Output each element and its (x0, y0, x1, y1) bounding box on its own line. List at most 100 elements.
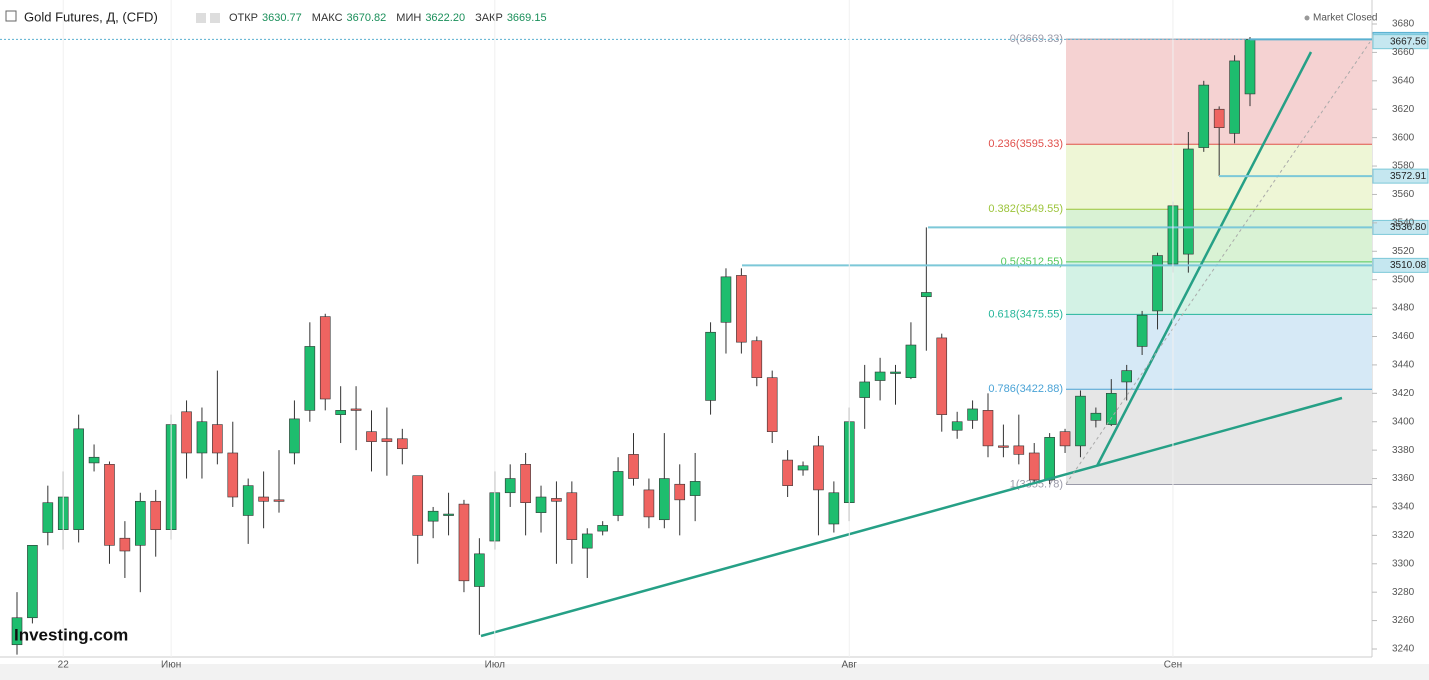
y-tick-label: 3380 (1392, 445, 1415, 456)
price-tag-box (1372, 257, 1429, 273)
candle-body (921, 292, 932, 298)
trend-line (1095, 51, 1313, 467)
candle-body (535, 496, 547, 513)
candle-body (1028, 452, 1040, 481)
collapse-icon[interactable] (5, 10, 17, 22)
ohlc-value: 3622.20 (425, 12, 465, 24)
candle-body (597, 525, 608, 532)
candle-body (674, 483, 686, 501)
candle-body (273, 499, 285, 502)
y-tick-label: 3420 (1392, 388, 1415, 399)
price-tag-label: 3572.91 (1390, 171, 1427, 182)
fib-label: 0.382(3549.55) (988, 203, 1063, 215)
price-tag-label: 3536.80 (1390, 222, 1427, 233)
y-tick-label: 3240 (1392, 644, 1415, 655)
candle-body (1136, 314, 1148, 347)
candle-body (119, 537, 131, 552)
candle-body (1213, 108, 1225, 128)
candle-body (766, 377, 778, 432)
candle-body (350, 408, 362, 411)
candle-body (1229, 60, 1240, 134)
x-tick-label: 22 (58, 660, 70, 671)
candle-body (797, 465, 809, 471)
candle-body (612, 471, 624, 516)
price-tag-box (1372, 168, 1429, 184)
x-tick-label: Июл (485, 660, 505, 671)
candle-body (1198, 84, 1210, 148)
candle-body (936, 337, 948, 415)
candle-body (982, 410, 994, 447)
candle-body (1059, 431, 1071, 447)
ohlc-header: ОТКР 3630.77 МАКС 3670.82 МИН 3622.20 ЗАКР 3669… (229, 12, 547, 24)
candle-body (890, 371, 901, 374)
watermark: Investing.com (14, 625, 128, 644)
candle-body (397, 438, 408, 450)
fib-zone (1066, 209, 1372, 262)
candle-body (551, 498, 562, 502)
y-tick-label: 3280 (1392, 587, 1415, 598)
candle-body (813, 445, 824, 491)
y-tick-label: 3480 (1392, 303, 1415, 314)
y-tick-label: 3580 (1392, 161, 1415, 172)
fib-label: 0.618(3475.55) (988, 308, 1063, 320)
candle-body (412, 475, 424, 536)
candle-body (1013, 445, 1025, 455)
candle-body (427, 510, 439, 522)
status-dot (1304, 15, 1310, 21)
candle-body (11, 617, 23, 646)
candle-body (443, 513, 454, 516)
x-tick-label: Авг (841, 660, 857, 671)
y-tick-label: 3260 (1392, 615, 1415, 626)
y-tick-label: 3620 (1392, 104, 1415, 115)
trend-line (480, 396, 1343, 638)
y-tick-label: 3540 (1392, 218, 1415, 229)
candle-body (751, 340, 763, 378)
candle-body (705, 331, 716, 401)
fib-zone (1066, 314, 1372, 390)
candle-body (628, 454, 639, 479)
market-status: Market Closed (1313, 13, 1377, 24)
candle-body (951, 421, 963, 431)
candle-body (1121, 370, 1132, 383)
candle-body (289, 418, 300, 454)
ohlc-key: МИН (396, 12, 421, 24)
price-tag-box (1372, 219, 1429, 235)
candle-body (659, 478, 670, 521)
candle-body (643, 489, 655, 518)
candle-body (1075, 395, 1086, 447)
candle-body (1183, 148, 1194, 255)
fib-label: 0.786(3422.88) (988, 383, 1063, 395)
candle-body (242, 485, 254, 516)
y-tick-label: 3560 (1392, 189, 1415, 200)
price-tag-box (1372, 34, 1429, 50)
icon[interactable] (210, 13, 220, 23)
y-tick-label: 3500 (1392, 274, 1415, 285)
candle-body (859, 381, 870, 398)
candle-body (319, 316, 331, 400)
bottom-bar (0, 664, 1429, 680)
candle-body (1044, 437, 1055, 481)
y-tick-label: 3340 (1392, 502, 1415, 513)
candle-body (520, 464, 531, 503)
candle-body (381, 438, 393, 442)
ohlc-key: ЗАКР (475, 12, 503, 24)
y-tick-label: 3680 (1392, 19, 1415, 30)
candle-body (566, 492, 578, 540)
candle-body (1105, 393, 1117, 425)
price-tag-label: 3667.56 (1390, 36, 1427, 47)
candle-body (736, 275, 747, 343)
candle-body (1090, 412, 1102, 421)
candle-body (874, 371, 886, 381)
candle-body (1152, 255, 1163, 312)
y-tick-label: 3440 (1392, 360, 1415, 371)
candle-body (1244, 39, 1256, 95)
fib-zone (1066, 261, 1372, 315)
fib-group: 0(3669.33)0.236(3595.33)0.382(3549.55)0.… (988, 33, 1372, 490)
candle-body (967, 408, 978, 421)
ohlc-value: 3669.15 (507, 12, 547, 24)
y-tick-label: 3320 (1392, 530, 1415, 541)
candle-body (304, 346, 316, 411)
icon[interactable] (196, 13, 206, 23)
